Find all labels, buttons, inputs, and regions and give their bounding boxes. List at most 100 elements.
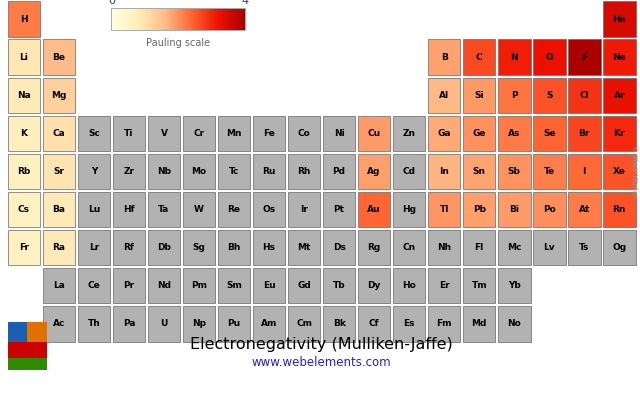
Bar	[148, 8, 150, 30]
Text: Lv: Lv	[543, 243, 555, 252]
Bar	[227, 8, 228, 30]
Bar	[233, 8, 234, 30]
Bar	[77, 154, 110, 189]
Bar	[568, 154, 600, 189]
Bar	[147, 8, 148, 30]
Bar	[224, 8, 225, 30]
Bar	[209, 8, 210, 30]
Bar	[115, 8, 116, 30]
Text: Tl: Tl	[440, 205, 449, 214]
Bar	[358, 268, 390, 304]
Bar	[161, 8, 162, 30]
Text: Ru: Ru	[262, 167, 276, 176]
Bar	[148, 192, 180, 227]
Bar	[154, 8, 155, 30]
Text: Os: Os	[262, 205, 276, 214]
Bar	[228, 8, 229, 30]
Bar	[214, 8, 215, 30]
Text: Al: Al	[439, 91, 449, 100]
Text: Cr: Cr	[193, 129, 205, 138]
Bar	[8, 1, 40, 37]
Bar	[190, 8, 191, 30]
Bar	[188, 8, 189, 30]
Text: Pm: Pm	[191, 281, 207, 290]
Bar	[122, 8, 123, 30]
Text: Zr: Zr	[124, 167, 134, 176]
Bar	[77, 230, 110, 265]
Bar	[463, 268, 495, 304]
Text: Ho: Ho	[403, 281, 416, 290]
Text: Tm: Tm	[472, 281, 487, 290]
Bar	[115, 8, 116, 30]
Text: Ta: Ta	[158, 205, 170, 214]
Bar	[111, 8, 112, 30]
Bar	[169, 8, 170, 30]
Bar	[428, 192, 460, 227]
Text: Cm: Cm	[296, 319, 312, 328]
Text: Ac: Ac	[52, 319, 65, 328]
Text: Tb: Tb	[333, 281, 346, 290]
Text: No: No	[508, 319, 521, 328]
Bar	[603, 40, 636, 75]
Bar	[129, 8, 130, 30]
Bar	[568, 192, 600, 227]
Bar	[113, 230, 145, 265]
Text: Ce: Ce	[88, 281, 100, 290]
Bar	[159, 8, 160, 30]
Bar	[181, 8, 182, 30]
Bar	[239, 8, 240, 30]
Bar	[143, 8, 144, 30]
Bar	[113, 8, 114, 30]
Text: Pr: Pr	[124, 281, 134, 290]
Text: Ba: Ba	[52, 205, 65, 214]
Text: www.webelements.com: www.webelements.com	[252, 356, 392, 369]
Bar	[253, 268, 285, 304]
Text: Hg: Hg	[402, 205, 416, 214]
Text: Be: Be	[52, 53, 65, 62]
Text: Cf: Cf	[369, 319, 380, 328]
Bar	[253, 116, 285, 151]
Bar	[533, 230, 566, 265]
Bar	[189, 8, 190, 30]
Text: As: As	[508, 129, 520, 138]
Bar	[603, 78, 636, 113]
Bar	[603, 230, 636, 265]
Text: Na: Na	[17, 91, 31, 100]
Text: Ca: Ca	[52, 129, 65, 138]
Text: Yb: Yb	[508, 281, 520, 290]
Bar	[235, 8, 236, 30]
Bar	[253, 154, 285, 189]
Bar	[463, 192, 495, 227]
Text: Cn: Cn	[403, 243, 416, 252]
Bar	[218, 192, 250, 227]
Bar	[8, 40, 40, 75]
Text: Bk: Bk	[333, 319, 346, 328]
Text: Ra: Ra	[52, 243, 65, 252]
Bar	[182, 8, 184, 30]
Bar	[142, 8, 143, 30]
Text: Mo: Mo	[191, 167, 207, 176]
Bar	[428, 154, 460, 189]
Bar	[175, 8, 176, 30]
Text: Md: Md	[472, 319, 487, 328]
Text: Fr: Fr	[19, 243, 29, 252]
Bar	[253, 230, 285, 265]
Bar	[323, 306, 355, 342]
Text: Ts: Ts	[579, 243, 589, 252]
Bar	[218, 230, 250, 265]
Text: La: La	[53, 281, 65, 290]
Bar	[145, 8, 147, 30]
Bar	[43, 230, 76, 265]
Bar	[151, 8, 152, 30]
Bar	[183, 154, 215, 189]
Text: Nh: Nh	[437, 243, 451, 252]
Bar	[8, 116, 40, 151]
Bar	[568, 116, 600, 151]
Bar	[77, 116, 110, 151]
Bar	[8, 78, 40, 113]
Bar	[131, 8, 132, 30]
Bar	[148, 268, 180, 304]
Text: Fl: Fl	[475, 243, 484, 252]
Bar	[148, 306, 180, 342]
Bar	[179, 8, 180, 30]
